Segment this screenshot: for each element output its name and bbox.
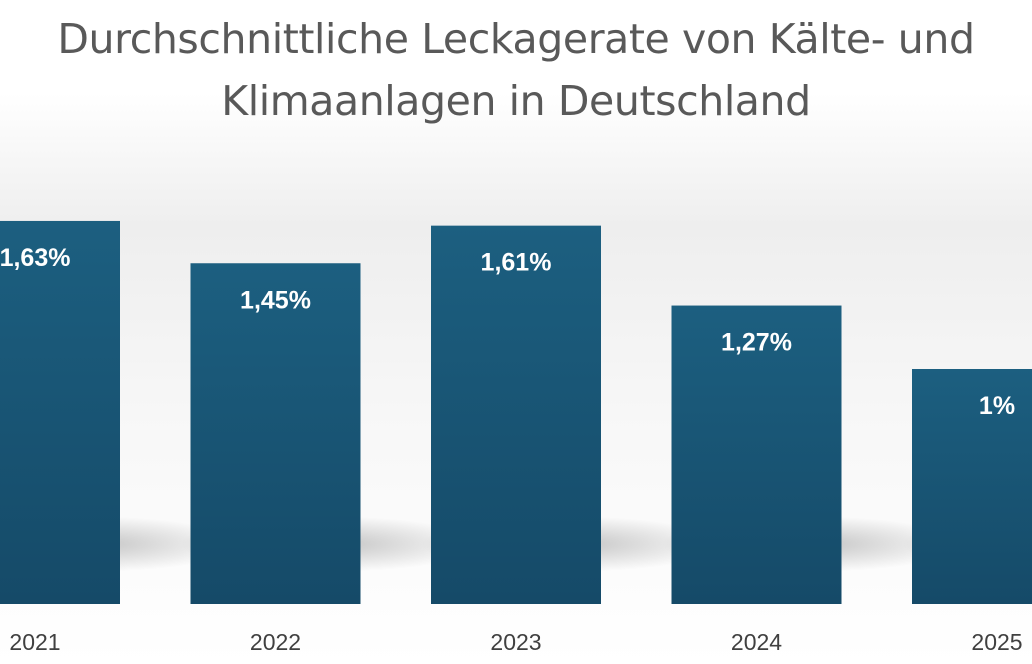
bar-2022 [190, 263, 361, 604]
bar-2021 [0, 220, 120, 604]
x-tick-2025: 2025 [971, 629, 1022, 655]
x-tick-2021: 2021 [9, 629, 60, 655]
data-labels-group: 1,63% 1,45% 1,61% 1,27% 1% [0, 244, 1015, 420]
x-tick-2024: 2024 [731, 629, 782, 655]
bars-group [0, 220, 1032, 604]
x-tick-2023: 2023 [490, 629, 541, 655]
chart-title-line-1: Durchschnittliche Leckagerate von Kälte-… [57, 15, 975, 63]
chart-title-line-2: Klimaanlagen in Deutschland [221, 77, 811, 125]
data-label-2023: 1,61% [481, 249, 552, 277]
chart-title: Durchschnittliche Leckagerate von Kälte-… [0, 8, 1032, 132]
x-axis-ticks-group: 2021 2022 2023 2024 2025 [9, 629, 1022, 655]
data-label-2024: 1,27% [721, 329, 792, 357]
data-label-2022: 1,45% [240, 286, 311, 314]
bar-2023 [431, 225, 601, 604]
data-label-2021: 1,63% [0, 244, 70, 272]
x-tick-2022: 2022 [250, 629, 301, 655]
bar-2025 [912, 369, 1032, 604]
data-label-2025: 1% [979, 392, 1015, 420]
bar-2024 [671, 305, 842, 604]
